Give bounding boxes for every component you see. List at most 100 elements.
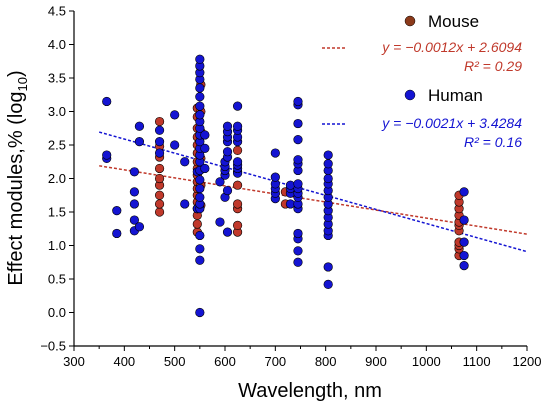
y-tick-label: −0.5 (40, 339, 66, 354)
data-point-human (459, 215, 469, 225)
trend-r2-human: R² = 0.16 (464, 134, 522, 150)
y-tick-label: 4.0 (48, 37, 66, 52)
legend-label-mouse: Mouse (428, 12, 479, 31)
data-point-human (293, 96, 303, 107)
data-point-human (112, 228, 122, 239)
x-tick-label: 1100 (463, 354, 491, 369)
data-point-human (459, 261, 469, 271)
y-axis-title-main: Effect modules,% (log (5, 91, 27, 285)
data-point-human (323, 262, 333, 272)
data-point-human (270, 172, 280, 182)
data-point-human (222, 121, 233, 131)
data-point-mouse (232, 180, 243, 190)
data-point-human (293, 118, 303, 129)
y-axis-title: Effect modules,% (log10) (5, 70, 30, 285)
trend-r2-mouse: R² = 0.29 (464, 58, 522, 74)
data-point-mouse (232, 220, 243, 230)
data-point-human (195, 110, 205, 120)
data-point-human (195, 54, 205, 64)
data-point-human (134, 222, 145, 232)
data-point-human (154, 125, 165, 135)
data-point-human (323, 150, 333, 160)
series-human (102, 54, 469, 318)
data-point-human (459, 237, 469, 247)
y-tick-label: 1.0 (48, 238, 66, 253)
data-point-human (180, 157, 190, 167)
x-ticks: 300 400 500 600 700 800 900 1000 1100 1200 (63, 346, 541, 369)
data-point-human (323, 279, 333, 289)
data-point-human (195, 307, 205, 318)
y-tick-label: 3.0 (48, 104, 66, 119)
y-tick-label: 2.5 (48, 138, 66, 153)
data-point-human (112, 206, 122, 216)
y-axis-title-close: ) (5, 70, 27, 77)
data-point-human (293, 246, 303, 256)
y-tick-label: 3.5 (48, 71, 66, 86)
x-tick-label: 1200 (513, 354, 542, 369)
plot-content (98, 54, 528, 318)
data-point-human (293, 155, 303, 165)
data-point-human (129, 199, 139, 209)
data-point-human (293, 135, 303, 145)
x-tick-label: 1000 (412, 354, 441, 369)
data-point-human (232, 101, 243, 111)
data-point-human (200, 143, 210, 153)
data-point-human (195, 101, 205, 111)
data-point-human (129, 215, 139, 225)
x-tick-label: 300 (63, 354, 85, 369)
data-point-human (215, 177, 225, 187)
data-point-human (222, 185, 233, 196)
data-point-mouse (154, 207, 165, 217)
data-point-human (195, 92, 205, 102)
data-point-human (195, 244, 205, 254)
data-point-human (129, 187, 139, 197)
trend-equation-mouse: y = −0.0012x + 2.6094 (381, 39, 522, 55)
legend-marker-mouse (404, 15, 416, 27)
data-point-human (232, 121, 243, 131)
data-point-mouse (192, 219, 202, 229)
y-tick-label: 0.0 (48, 305, 66, 320)
data-point-human (195, 230, 205, 241)
data-point-mouse (154, 116, 165, 127)
data-point-human (180, 199, 190, 209)
data-point-human (459, 250, 469, 261)
legend: Mouse y = −0.0012x + 2.6094 R² = 0.29 Hu… (322, 12, 522, 150)
trend-equation-human: y = −0.0021x + 3.4284 (381, 115, 522, 131)
data-point-human (270, 148, 280, 158)
data-point-human (200, 163, 210, 174)
axes: 300 400 500 600 700 800 900 1000 1100 1200 −0.5 0.… (40, 4, 541, 370)
data-point-mouse (232, 145, 243, 155)
data-point-human (200, 130, 210, 140)
data-point-human (222, 227, 233, 237)
data-point-human (154, 137, 165, 147)
data-point-mouse (154, 199, 165, 209)
data-point-human (232, 157, 243, 167)
data-point-human (195, 83, 205, 93)
y-ticks: −0.5 0.0 0.5 1.0 1.5 2.0 2.5 3.0 3.5 4.0 4.5 (40, 4, 74, 354)
data-point-human (195, 255, 205, 265)
data-point-human (293, 228, 303, 239)
data-point-human (293, 257, 303, 267)
data-point-human (195, 175, 205, 185)
data-point-human (222, 147, 233, 157)
legend-label-human: Human (428, 86, 483, 105)
data-point-human (170, 140, 180, 150)
x-tick-label: 600 (214, 354, 236, 369)
data-point-human (215, 217, 225, 227)
data-point-human (102, 96, 112, 107)
y-tick-label: 0.5 (48, 272, 66, 287)
y-tick-label: 1.5 (48, 205, 66, 220)
data-point-human (293, 179, 303, 189)
data-point-human (195, 192, 205, 202)
data-point-mouse (154, 173, 165, 184)
data-point-human (134, 121, 145, 131)
legend-marker-human (404, 89, 416, 101)
y-axis-title-subscript: 10 (15, 77, 30, 91)
data-point-human (170, 110, 180, 120)
data-point-human (154, 148, 165, 158)
x-tick-label: 400 (113, 354, 135, 369)
x-tick-label: 900 (365, 354, 387, 369)
x-tick-label: 500 (164, 354, 186, 369)
y-tick-label: 2.0 (48, 171, 66, 186)
